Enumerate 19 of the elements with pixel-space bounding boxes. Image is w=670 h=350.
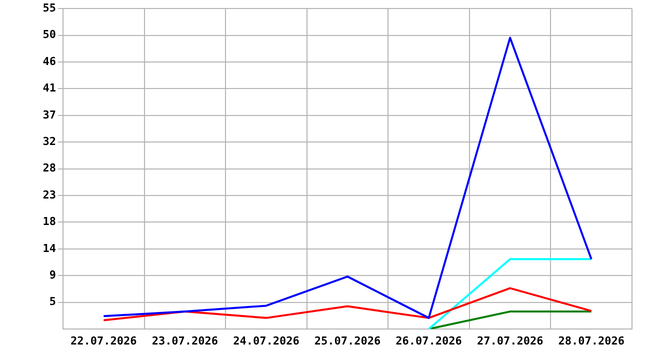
- y-tick-label: 23: [42, 188, 56, 202]
- y-tick-label: 37: [42, 108, 56, 122]
- y-tick-label: 41: [42, 82, 56, 95]
- x-tick-label: 22.07.2026: [70, 334, 138, 348]
- x-tick-label: 25.07.2026: [314, 334, 381, 348]
- y-tick-label: 32: [42, 134, 56, 148]
- y-tick-label: 28: [42, 162, 56, 175]
- x-tick-label: 24.07.2026: [233, 334, 300, 348]
- y-tick-label: 46: [42, 54, 56, 68]
- y-tick-label: 18: [42, 215, 56, 228]
- x-tick-label: 23.07.2026: [152, 334, 218, 348]
- y-tick-label: 5: [49, 295, 56, 308]
- y-tick-label: 55: [42, 1, 56, 14]
- x-tick-label: 28.07.2026: [558, 334, 625, 348]
- y-tick-label: 9: [49, 268, 56, 282]
- y-tick-label: 50: [42, 28, 56, 42]
- y-tick-label: 14: [42, 242, 56, 255]
- x-tick-label: 27.07.2026: [476, 334, 544, 348]
- x-tick-label: 26.07.2026: [396, 334, 462, 348]
